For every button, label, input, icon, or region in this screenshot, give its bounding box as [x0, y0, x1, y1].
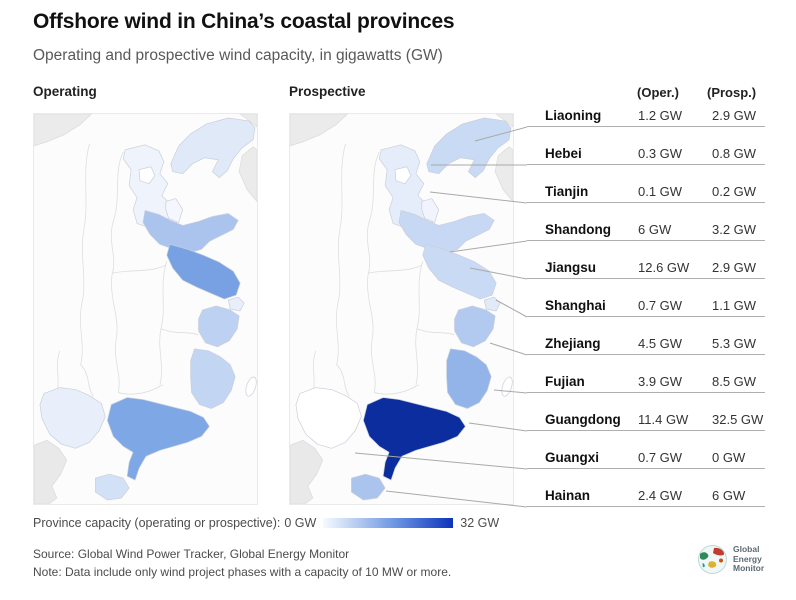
- legend-label: Province capacity (operating or prospect…: [33, 516, 281, 530]
- gem-logo-line2: Energy: [733, 553, 762, 564]
- province-shape-jiangsu: [422, 243, 497, 300]
- legend-max-label: 32 GW: [460, 516, 500, 530]
- page-subtitle: Operating and prospective wind capacity,…: [33, 47, 443, 64]
- province-prosp-value: 5.3 GW: [712, 336, 757, 351]
- legend-min-label: 0 GW: [284, 516, 317, 530]
- table-row: Liaoning 1.2 GW 2.9 GW: [527, 100, 765, 127]
- province-name: Hainan: [545, 488, 591, 503]
- province-name: Guangdong: [545, 412, 621, 427]
- operating-panel-label: Operating: [33, 84, 97, 99]
- province-shape-guangxi: [295, 387, 362, 449]
- province-name: Liaoning: [545, 108, 602, 123]
- table-row: Zhejiang 4.5 GW 5.3 GW: [527, 328, 765, 355]
- foreign-land-mongolia: [34, 114, 93, 147]
- table-row: Jiangsu 12.6 GW 2.9 GW: [527, 252, 765, 279]
- foreign-land-vietnam: [290, 439, 324, 504]
- province-shape-fujian: [446, 348, 492, 409]
- province-name: Tianjin: [545, 184, 589, 199]
- foreign-land-northeast: [495, 114, 513, 128]
- foreign-land-northeast: [239, 114, 257, 128]
- province-prosp-value: 6 GW: [712, 488, 746, 503]
- province-shape-hainan: [351, 473, 386, 501]
- foreign-land-korea: [238, 146, 257, 203]
- province-oper-value: 1.2 GW: [638, 108, 683, 123]
- foreign-land-korea: [494, 146, 513, 203]
- province-oper-value: 2.4 GW: [638, 488, 683, 503]
- province-shape-shandong: [142, 210, 239, 254]
- table-row: Shandong 6 GW 3.2 GW: [527, 214, 765, 241]
- gem-logo-line1: Global: [733, 544, 760, 555]
- province-prosp-value: 3.2 GW: [712, 222, 757, 237]
- globe-icon: [698, 545, 727, 574]
- province-name: Shandong: [545, 222, 611, 237]
- interior-province-borders: [55, 143, 199, 397]
- interior-province-borders: [311, 143, 455, 397]
- province-name: Jiangsu: [545, 260, 597, 275]
- column-header-operating: (Oper.): [637, 85, 679, 100]
- prospective-map-panel: [289, 113, 514, 505]
- province-prosp-value: 0.2 GW: [712, 184, 757, 199]
- source-text: Source: Global Wind Power Tracker, Globa…: [33, 547, 350, 561]
- table-row: Fujian 3.9 GW 8.5 GW: [527, 366, 765, 393]
- column-header-prospective: (Prosp.): [707, 85, 757, 100]
- province-name: Hebei: [545, 146, 582, 161]
- province-shape-shandong: [398, 210, 495, 254]
- legend-gradient-bar: [323, 518, 454, 528]
- prospective-panel-label: Prospective: [289, 84, 366, 99]
- foreign-land-vietnam: [34, 439, 68, 504]
- province-oper-value: 12.6 GW: [638, 260, 690, 275]
- province-oper-value: 4.5 GW: [638, 336, 683, 351]
- province-name: Guangxi: [545, 450, 600, 465]
- province-oper-value: 11.4 GW: [638, 412, 689, 427]
- page-title: Offshore wind in China’s coastal provinc…: [33, 10, 455, 33]
- operating-map-panel: [33, 113, 258, 505]
- province-oper-value: 0.7 GW: [638, 450, 683, 465]
- gem-logo: Global Energy Monitor: [697, 544, 764, 575]
- gem-logo-line3: Monitor: [733, 563, 765, 574]
- color-legend: Province capacity (operating or prospect…: [33, 516, 499, 530]
- province-shape-liaoning: [170, 117, 256, 179]
- province-shape-fujian: [190, 348, 236, 409]
- province-prosp-value: 2.9 GW: [712, 108, 757, 123]
- gem-logo-text: Global Energy Monitor: [733, 545, 764, 574]
- province-table: Liaoning 1.2 GW 2.9 GW Hebei 0.3 GW 0.8 …: [527, 100, 765, 518]
- province-shape-guangdong: [106, 397, 210, 481]
- table-row: Shanghai 0.7 GW 1.1 GW: [527, 290, 765, 317]
- foreign-land-mongolia: [290, 114, 349, 147]
- province-oper-value: 0.1 GW: [638, 184, 683, 199]
- province-prosp-value: 2.9 GW: [712, 260, 757, 275]
- province-prosp-value: 0.8 GW: [712, 146, 757, 161]
- province-prosp-value: 1.1 GW: [712, 298, 757, 313]
- province-shape-beijing: [138, 166, 156, 184]
- province-name: Fujian: [545, 374, 585, 389]
- province-prosp-value: 8.5 GW: [712, 374, 757, 389]
- table-row: Hebei 0.3 GW 0.8 GW: [527, 138, 765, 165]
- province-name: Shanghai: [545, 298, 606, 313]
- table-row: Guangxi 0.7 GW 0 GW: [527, 442, 765, 469]
- province-shape-guangxi: [39, 387, 106, 449]
- province-oper-value: 0.7 GW: [638, 298, 683, 313]
- province-shape-zhejiang: [198, 305, 240, 348]
- table-row: Guangdong 11.4 GW 32.5 GW: [527, 404, 765, 431]
- province-shape-hainan: [95, 473, 130, 501]
- province-shape-shanghai: [227, 296, 245, 312]
- province-oper-value: 6 GW: [638, 222, 672, 237]
- province-name: Zhejiang: [545, 336, 601, 351]
- province-oper-value: 3.9 GW: [638, 374, 683, 389]
- province-shape-jiangsu: [166, 243, 241, 300]
- table-row: Hainan 2.4 GW 6 GW: [527, 480, 765, 507]
- province-oper-value: 0.3 GW: [638, 146, 683, 161]
- province-prosp-value: 0 GW: [712, 450, 746, 465]
- table-row: Tianjin 0.1 GW 0.2 GW: [527, 176, 765, 203]
- province-shape-tianjin: [165, 198, 184, 223]
- province-prosp-value: 32.5 GW: [712, 412, 764, 427]
- island-taiwan: [245, 376, 257, 397]
- province-shape-zhejiang: [454, 305, 496, 348]
- province-shape-beijing: [394, 166, 412, 184]
- note-text: Note: Data include only wind project pha…: [33, 565, 452, 579]
